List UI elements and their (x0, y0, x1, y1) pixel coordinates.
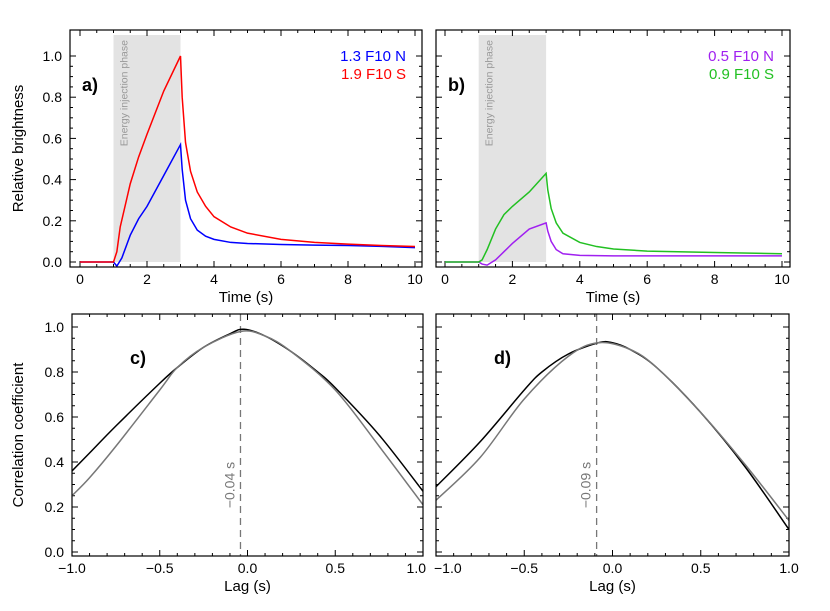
y-axis-label: Relative brightness (10, 85, 27, 213)
legend-entry: 1.9 F10 S (341, 66, 406, 83)
y-tick-label: 1.0 (43, 48, 63, 64)
x-axis-label: Time (s) (219, 289, 273, 306)
x-tick-label: 2 (509, 271, 517, 287)
x-tick-label: −0.5 (510, 560, 538, 576)
panel-b: Energy injection phase 0 2 4 6 8 10 Time (s) 0.5… (435, 29, 791, 306)
panel-label: d) (494, 348, 511, 368)
y-axis-label: Correlation coefficient (10, 362, 27, 508)
panel-d: −1.0 −0.5 0.0 0.5 1.0 Lag (s) −0.09 s d) (434, 313, 799, 595)
shaded-region (478, 35, 547, 262)
series-line-0 (445, 221, 782, 266)
y-tick-label: 1.0 (45, 319, 65, 335)
series-line-0 (436, 340, 789, 530)
y-tick-label: 0.6 (43, 130, 63, 146)
plot-frame (69, 29, 423, 268)
series-group (445, 171, 783, 266)
panel-label: a) (82, 75, 98, 95)
series-line-1 (72, 330, 423, 506)
y-tick-label: 0.0 (43, 254, 63, 270)
series-line-1 (436, 341, 789, 521)
x-tick-label: 10 (407, 271, 423, 287)
legend-entry: 0.5 F10 N (708, 48, 774, 65)
y-tick-label: 0.8 (43, 89, 63, 105)
x-tick-label: 1.0 (407, 560, 427, 576)
panel-label: c) (130, 348, 146, 368)
shaded-region (113, 35, 181, 262)
x-tick-label: 0.5 (326, 560, 346, 576)
x-tick-label: 6 (643, 271, 651, 287)
legend-entry: 1.3 F10 N (340, 48, 406, 65)
y-tick-label: 0.6 (45, 409, 65, 425)
x-tick-label: 0 (441, 271, 449, 287)
shaded-region-label: Energy injection phase (119, 40, 131, 146)
shaded-region-label: Energy injection phase (484, 40, 496, 146)
lag-marker-label: −0.09 s (578, 462, 594, 508)
y-tick-label: 0.0 (45, 544, 65, 560)
series-group (80, 55, 416, 267)
series-group (72, 328, 423, 506)
panel-c: −1.0 −0.5 0.0 0.5 1.0 0.0 0.2 0.4 0.6 0.8 1.0 Lag (… (10, 313, 427, 595)
x-axis-label: Lag (s) (224, 578, 271, 595)
x-tick-label: 8 (711, 271, 719, 287)
y-tick-label: 0.4 (43, 172, 63, 188)
y-tick-label: 0.2 (45, 499, 65, 515)
panel-a: Energy injection phase 0 2 4 6 8 10 0.0 0.2 0.4 0.… (10, 29, 423, 306)
y-tick-label: 0.4 (45, 454, 65, 470)
series-line-0 (80, 141, 416, 267)
x-axis-label: Lag (s) (589, 578, 636, 595)
x-tick-label: −1.0 (434, 560, 462, 576)
plot-frame (435, 313, 790, 557)
series-line-0 (72, 328, 423, 492)
x-tick-label: 0.0 (238, 560, 258, 576)
x-tick-label: 0.0 (603, 560, 623, 576)
x-tick-label: 4 (210, 271, 218, 287)
lag-marker-label: −0.04 s (221, 462, 237, 508)
y-tick-label: 0.8 (45, 364, 65, 380)
x-tick-label: 0 (76, 271, 84, 287)
x-tick-label: −1.0 (58, 560, 86, 576)
panel-label: b) (448, 75, 465, 95)
x-tick-label: 2 (143, 271, 151, 287)
x-tick-label: 10 (774, 271, 790, 287)
series-line-1 (445, 171, 783, 263)
x-tick-label: −0.5 (146, 560, 174, 576)
y-tick-label: 0.2 (43, 213, 63, 229)
x-tick-label: 8 (344, 271, 352, 287)
series-line-1 (80, 55, 416, 263)
x-tick-label: 1.0 (779, 560, 799, 576)
x-tick-label: 4 (576, 271, 584, 287)
legend-entry: 0.9 F10 S (709, 66, 774, 83)
series-group (436, 340, 789, 530)
plot-frame (435, 29, 791, 268)
plot-frame (71, 313, 424, 557)
x-tick-label: 6 (277, 271, 285, 287)
x-tick-label: 0.5 (691, 560, 711, 576)
x-axis-label: Time (s) (586, 289, 640, 306)
